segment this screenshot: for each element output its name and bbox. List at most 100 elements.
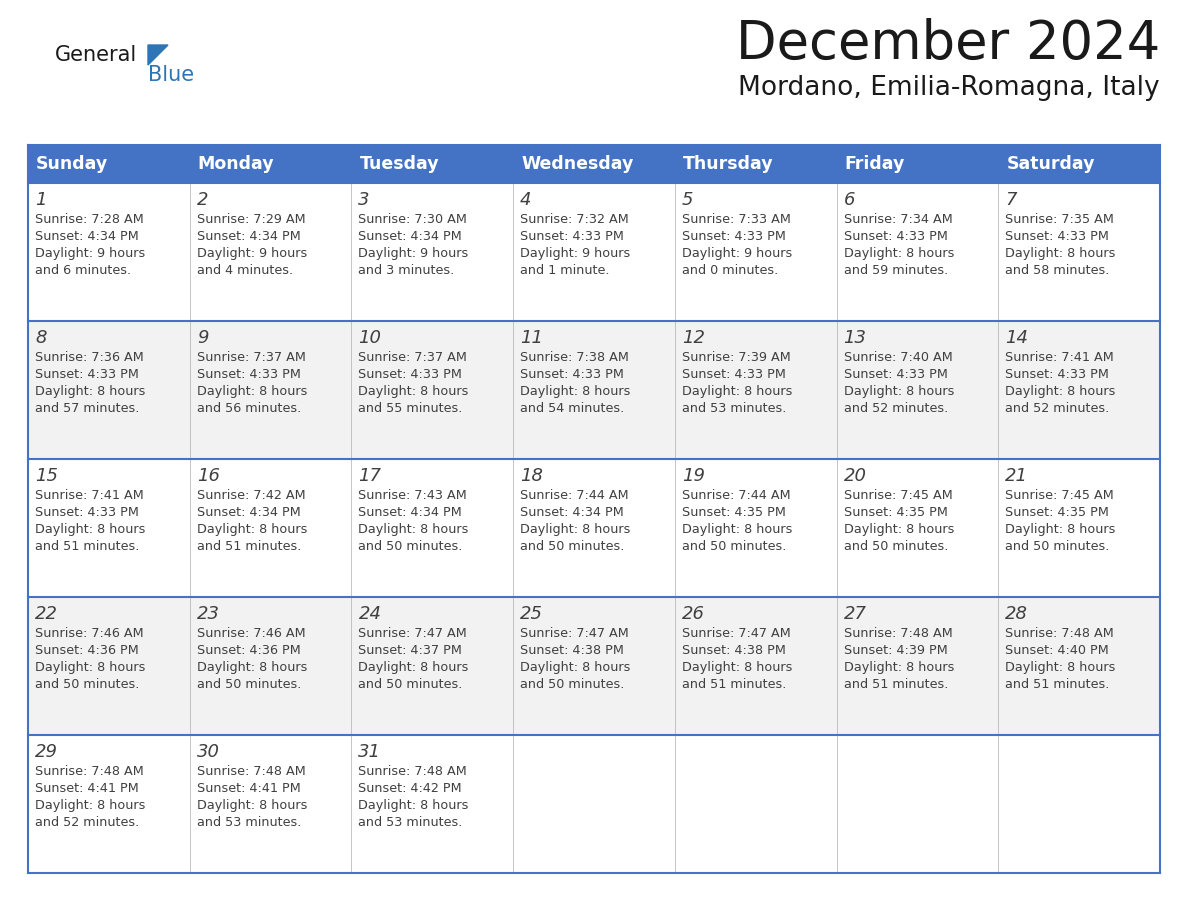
Text: Daylight: 8 hours: Daylight: 8 hours [520, 523, 631, 536]
Text: Sunrise: 7:40 AM: Sunrise: 7:40 AM [843, 351, 953, 364]
Text: Monday: Monday [197, 155, 274, 173]
Text: Sunrise: 7:35 AM: Sunrise: 7:35 AM [1005, 213, 1114, 226]
Text: Sunset: 4:33 PM: Sunset: 4:33 PM [843, 368, 948, 381]
Text: 25: 25 [520, 605, 543, 623]
Text: Daylight: 8 hours: Daylight: 8 hours [197, 799, 307, 812]
Text: Daylight: 8 hours: Daylight: 8 hours [843, 523, 954, 536]
Text: Blue: Blue [148, 65, 194, 85]
Text: Sunset: 4:41 PM: Sunset: 4:41 PM [197, 782, 301, 795]
Text: Daylight: 9 hours: Daylight: 9 hours [197, 247, 307, 260]
Text: Sunrise: 7:48 AM: Sunrise: 7:48 AM [1005, 627, 1114, 640]
Text: Sunrise: 7:42 AM: Sunrise: 7:42 AM [197, 489, 305, 502]
Text: Sunrise: 7:43 AM: Sunrise: 7:43 AM [359, 489, 467, 502]
Text: and 57 minutes.: and 57 minutes. [34, 402, 139, 415]
Text: Sunrise: 7:39 AM: Sunrise: 7:39 AM [682, 351, 790, 364]
Text: Daylight: 8 hours: Daylight: 8 hours [1005, 661, 1116, 674]
Text: and 50 minutes.: and 50 minutes. [520, 540, 625, 553]
Text: and 56 minutes.: and 56 minutes. [197, 402, 301, 415]
Text: 16: 16 [197, 467, 220, 485]
Text: 1: 1 [34, 191, 46, 209]
Text: 20: 20 [843, 467, 866, 485]
Text: Thursday: Thursday [683, 155, 773, 173]
Text: and 51 minutes.: and 51 minutes. [682, 678, 786, 691]
Text: Sunset: 4:39 PM: Sunset: 4:39 PM [843, 644, 947, 657]
Text: and 55 minutes.: and 55 minutes. [359, 402, 463, 415]
Text: and 51 minutes.: and 51 minutes. [197, 540, 301, 553]
Text: Sunday: Sunday [36, 155, 108, 173]
Text: Sunrise: 7:47 AM: Sunrise: 7:47 AM [359, 627, 467, 640]
Text: and 6 minutes.: and 6 minutes. [34, 264, 131, 277]
Text: 9: 9 [197, 329, 208, 347]
Text: and 58 minutes.: and 58 minutes. [1005, 264, 1110, 277]
Text: General: General [55, 45, 138, 65]
Text: Daylight: 8 hours: Daylight: 8 hours [34, 385, 145, 398]
Text: Saturday: Saturday [1006, 155, 1095, 173]
Text: Sunset: 4:36 PM: Sunset: 4:36 PM [197, 644, 301, 657]
Text: Sunset: 4:34 PM: Sunset: 4:34 PM [520, 506, 624, 519]
Text: Sunset: 4:33 PM: Sunset: 4:33 PM [1005, 230, 1110, 243]
Text: Sunrise: 7:29 AM: Sunrise: 7:29 AM [197, 213, 305, 226]
Text: Daylight: 8 hours: Daylight: 8 hours [843, 661, 954, 674]
Text: Sunrise: 7:46 AM: Sunrise: 7:46 AM [197, 627, 305, 640]
Text: Sunset: 4:35 PM: Sunset: 4:35 PM [843, 506, 948, 519]
Text: and 52 minutes.: and 52 minutes. [34, 816, 139, 829]
Text: Sunset: 4:38 PM: Sunset: 4:38 PM [520, 644, 624, 657]
Text: Friday: Friday [845, 155, 905, 173]
Text: Sunrise: 7:37 AM: Sunrise: 7:37 AM [197, 351, 305, 364]
Polygon shape [148, 45, 168, 65]
Text: Sunset: 4:34 PM: Sunset: 4:34 PM [359, 230, 462, 243]
Text: and 50 minutes.: and 50 minutes. [359, 540, 463, 553]
Text: Sunrise: 7:47 AM: Sunrise: 7:47 AM [682, 627, 790, 640]
Text: Sunrise: 7:48 AM: Sunrise: 7:48 AM [197, 765, 305, 778]
Text: and 50 minutes.: and 50 minutes. [1005, 540, 1110, 553]
Bar [29, 459, 1159, 597]
Text: Daylight: 8 hours: Daylight: 8 hours [520, 385, 631, 398]
Text: Daylight: 8 hours: Daylight: 8 hours [197, 385, 307, 398]
Bar [29, 183, 1159, 321]
Text: Daylight: 8 hours: Daylight: 8 hours [1005, 385, 1116, 398]
Text: 6: 6 [843, 191, 855, 209]
Text: Sunrise: 7:41 AM: Sunrise: 7:41 AM [34, 489, 144, 502]
Text: Sunrise: 7:44 AM: Sunrise: 7:44 AM [520, 489, 628, 502]
Text: Sunrise: 7:28 AM: Sunrise: 7:28 AM [34, 213, 144, 226]
Text: Sunrise: 7:47 AM: Sunrise: 7:47 AM [520, 627, 628, 640]
Text: Sunrise: 7:44 AM: Sunrise: 7:44 AM [682, 489, 790, 502]
Text: and 1 minute.: and 1 minute. [520, 264, 609, 277]
Bar [29, 321, 1159, 459]
Text: Sunset: 4:33 PM: Sunset: 4:33 PM [682, 230, 785, 243]
Text: Sunset: 4:33 PM: Sunset: 4:33 PM [1005, 368, 1110, 381]
Text: 31: 31 [359, 743, 381, 761]
Text: Sunset: 4:33 PM: Sunset: 4:33 PM [843, 230, 948, 243]
Text: Daylight: 8 hours: Daylight: 8 hours [843, 385, 954, 398]
Text: 5: 5 [682, 191, 694, 209]
Text: 28: 28 [1005, 605, 1029, 623]
Bar [29, 735, 1159, 873]
Text: Sunrise: 7:34 AM: Sunrise: 7:34 AM [843, 213, 953, 226]
Text: Sunset: 4:37 PM: Sunset: 4:37 PM [359, 644, 462, 657]
Text: Daylight: 9 hours: Daylight: 9 hours [359, 247, 469, 260]
Text: Sunset: 4:33 PM: Sunset: 4:33 PM [682, 368, 785, 381]
Text: Sunset: 4:33 PM: Sunset: 4:33 PM [197, 368, 301, 381]
Text: and 50 minutes.: and 50 minutes. [359, 678, 463, 691]
Text: 22: 22 [34, 605, 58, 623]
Text: and 51 minutes.: and 51 minutes. [1005, 678, 1110, 691]
Text: Sunrise: 7:37 AM: Sunrise: 7:37 AM [359, 351, 467, 364]
Text: Daylight: 9 hours: Daylight: 9 hours [520, 247, 631, 260]
Text: Daylight: 8 hours: Daylight: 8 hours [34, 523, 145, 536]
Text: Daylight: 9 hours: Daylight: 9 hours [34, 247, 145, 260]
Text: 2: 2 [197, 191, 208, 209]
Bar [29, 145, 1159, 183]
Text: and 52 minutes.: and 52 minutes. [843, 402, 948, 415]
Text: and 53 minutes.: and 53 minutes. [359, 816, 463, 829]
Text: Sunset: 4:33 PM: Sunset: 4:33 PM [520, 230, 624, 243]
Text: Daylight: 8 hours: Daylight: 8 hours [520, 661, 631, 674]
Text: 26: 26 [682, 605, 704, 623]
Text: Sunrise: 7:33 AM: Sunrise: 7:33 AM [682, 213, 791, 226]
Text: 21: 21 [1005, 467, 1029, 485]
Text: and 3 minutes.: and 3 minutes. [359, 264, 455, 277]
Text: 23: 23 [197, 605, 220, 623]
Text: December 2024: December 2024 [735, 18, 1159, 70]
Text: and 50 minutes.: and 50 minutes. [34, 678, 139, 691]
Text: 27: 27 [843, 605, 866, 623]
Text: Sunset: 4:33 PM: Sunset: 4:33 PM [34, 506, 139, 519]
